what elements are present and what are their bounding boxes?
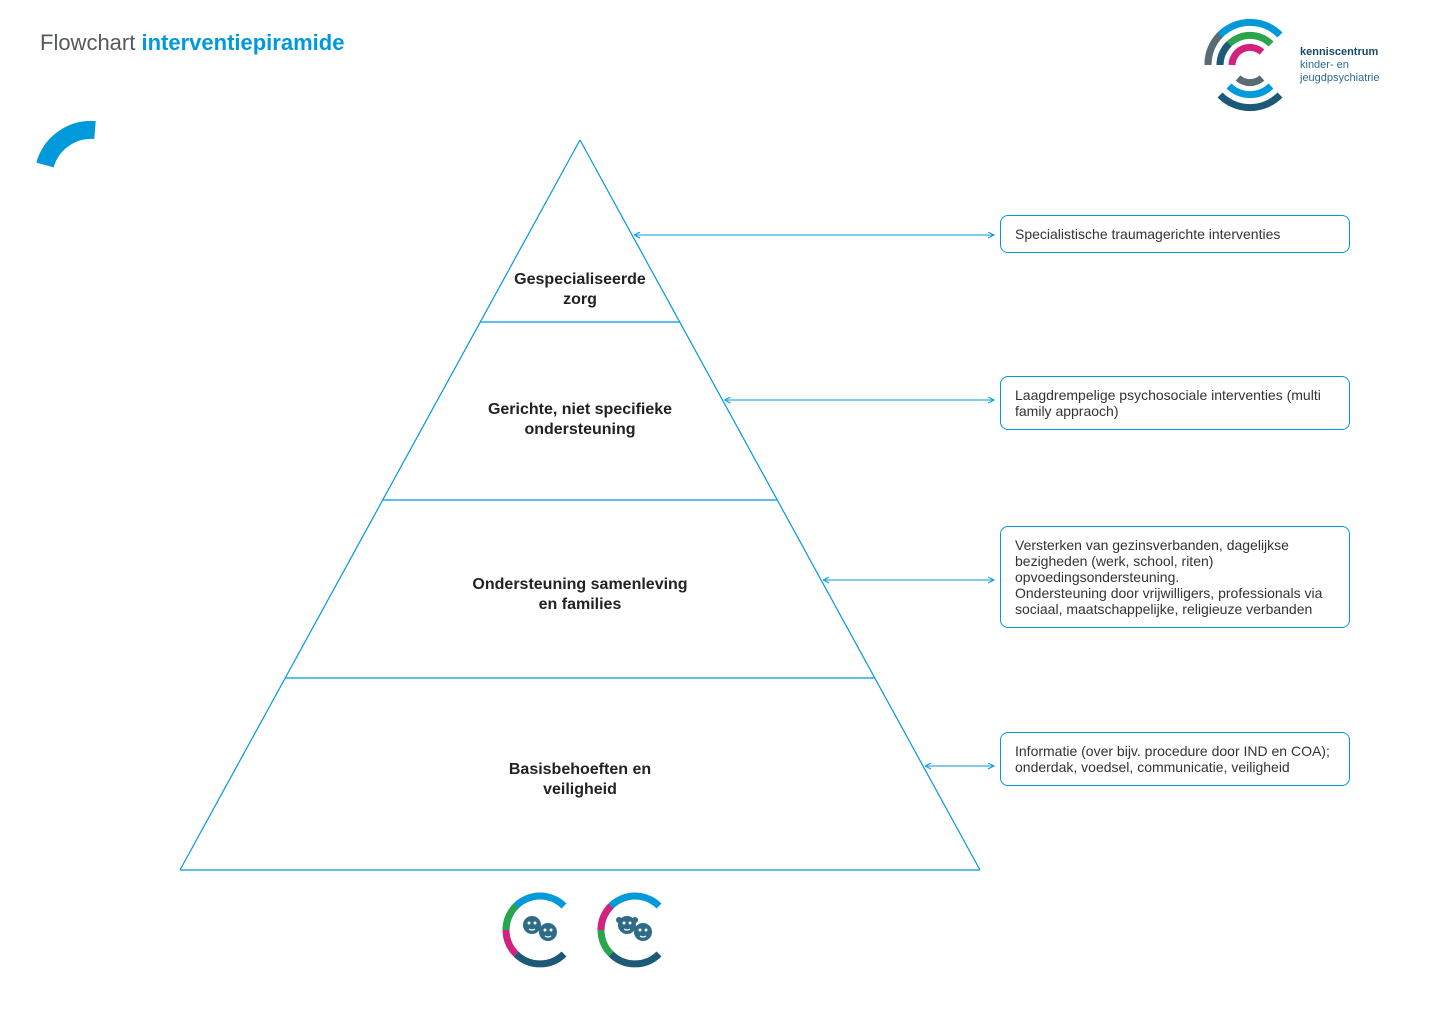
logo-line1: kenniscentrum — [1300, 46, 1380, 59]
footer-icon-parents — [506, 896, 564, 964]
level-description-box: Specialistische traumagerichte intervent… — [1000, 215, 1350, 253]
pyramid-level-label: Ondersteuning samenlevingen families — [420, 575, 740, 615]
pyramid-level-label: Gerichte, niet specifiekeondersteuning — [440, 400, 720, 440]
footer-icon-children — [601, 896, 659, 964]
level-description-box: Laagdrempelige psychosociale interventie… — [1000, 376, 1350, 430]
brand-logo-text: kenniscentrum kinder- en jeugdpsychiatri… — [1300, 46, 1380, 86]
brand-logo-icon — [1208, 22, 1280, 107]
level-description-box: Informatie (over bijv. procedure door IN… — [1000, 732, 1350, 786]
pyramid-level-label: Gespecialiseerdezorg — [480, 270, 680, 310]
level-description-box: Versterken van gezinsverbanden, dagelijk… — [1000, 526, 1350, 628]
decorative-arc-icon — [45, 130, 95, 165]
logo-line2: kinder- en — [1300, 59, 1380, 72]
logo-line3: jeugdpsychiatrie — [1300, 72, 1380, 85]
diagram-stage — [0, 0, 1440, 1018]
pyramid-level-label: Basisbehoeften enveiligheid — [420, 760, 740, 800]
